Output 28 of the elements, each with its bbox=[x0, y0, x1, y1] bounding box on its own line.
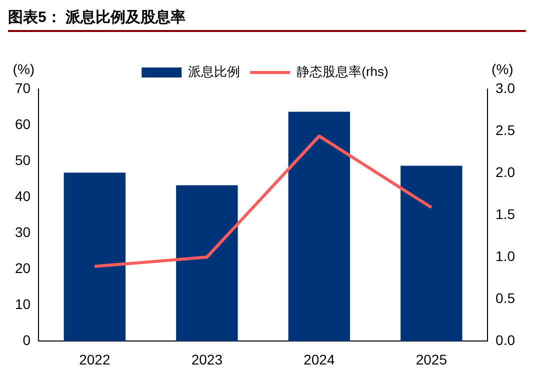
bar bbox=[288, 112, 350, 342]
bar bbox=[176, 185, 238, 342]
bar bbox=[64, 172, 126, 342]
y-tick-label: 40 bbox=[14, 188, 31, 204]
y2-tick-label: 1.0 bbox=[496, 248, 516, 264]
y-tick-label: 70 bbox=[14, 80, 31, 96]
x-tick-label: 2024 bbox=[304, 351, 335, 368]
y-tick-label: 0 bbox=[22, 332, 31, 348]
y2-axis-title: (%) bbox=[492, 60, 514, 77]
y-axis-title: (%) bbox=[12, 60, 35, 77]
x-tick-label: 2023 bbox=[191, 351, 223, 368]
y-tick-label: 20 bbox=[14, 260, 31, 276]
y-tick-label: 10 bbox=[14, 296, 31, 312]
y-tick-label: 60 bbox=[14, 116, 31, 132]
y2-tick-label: 0.0 bbox=[496, 332, 516, 348]
y-tick-label: 30 bbox=[14, 224, 31, 240]
y2-tick-label: 0.5 bbox=[496, 290, 516, 306]
x-tick-label: 2022 bbox=[79, 351, 110, 368]
y2-tick-label: 1.5 bbox=[496, 206, 516, 222]
chart-title: 图表5： 派息比例及股息率 bbox=[8, 8, 526, 32]
y2-tick-label: 2.5 bbox=[496, 122, 516, 138]
bar bbox=[400, 166, 462, 342]
y2-tick-label: 3.0 bbox=[496, 80, 516, 96]
x-tick-label: 2025 bbox=[416, 351, 448, 368]
y-tick-label: 50 bbox=[14, 152, 31, 168]
y2-tick-label: 2.0 bbox=[496, 164, 516, 180]
legend-label: 静态股息率(rhs) bbox=[296, 64, 388, 80]
legend-label: 派息比例 bbox=[188, 64, 240, 80]
